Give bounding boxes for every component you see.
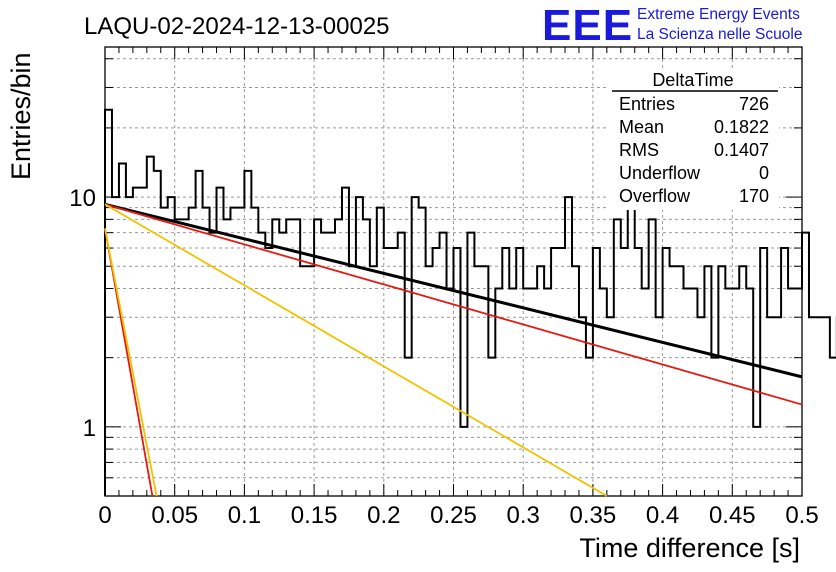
- x-tick-label: 0.2: [367, 502, 400, 529]
- x-axis-title: Time difference [s]: [579, 533, 800, 563]
- eee-logo-mark: EEE: [542, 1, 633, 50]
- y-tick-label: 10: [69, 185, 96, 212]
- stats-label-entries: Entries: [619, 94, 675, 114]
- stats-value-mean: 0.1822: [714, 117, 769, 137]
- x-tick-label: 0.25: [430, 502, 477, 529]
- fit-lines-layer: [104, 202, 803, 497]
- stats-label-underflow: Underflow: [619, 163, 701, 183]
- stats-value-underflow: 0: [759, 163, 769, 183]
- y-tick-labels: 1 10: [69, 185, 96, 442]
- grid-lines: [105, 47, 802, 496]
- stats-value-overflow: 170: [739, 186, 769, 206]
- stats-label-overflow: Overflow: [619, 186, 691, 206]
- fit-line-1: [104, 202, 803, 379]
- eee-logo: EEE Extreme Energy Events La Scienza nel…: [542, 1, 802, 50]
- x-tick-labels: 0 0.05 0.1 0.15 0.2 0.25 0.3 0.35 0.4 0.45 0.5: [98, 502, 818, 529]
- x-tick-label: 0.45: [709, 502, 756, 529]
- x-tick-label: 0.4: [646, 502, 679, 529]
- fit-line-3: [104, 203, 608, 497]
- y-tick-label: 1: [83, 415, 96, 442]
- x-tick-label: 0.15: [291, 502, 338, 529]
- logo-line-1: Extreme Energy Events: [637, 6, 800, 23]
- histogram-steps: [104, 108, 836, 496]
- stats-value-rms: 0.1407: [714, 140, 769, 160]
- stats-value-entries: 726: [739, 94, 769, 114]
- stats-label-mean: Mean: [619, 117, 664, 137]
- x-tick-label: 0: [98, 502, 111, 529]
- x-tick-label: 0.1: [228, 502, 261, 529]
- fit-line-5: [104, 228, 158, 497]
- fit-line-2: [104, 203, 803, 406]
- x-tick-label: 0.3: [507, 502, 540, 529]
- histogram-layer: [104, 108, 836, 496]
- stats-box-title: DeltaTime: [652, 70, 733, 90]
- x-tick-label: 0.35: [570, 502, 617, 529]
- logo-line-2: La Scienza nelle Scuole: [637, 26, 802, 43]
- chart-title: LAQU-02-2024-12-13-00025: [84, 13, 390, 40]
- stats-box-background: [609, 70, 779, 210]
- stats-label-rms: RMS: [619, 140, 659, 160]
- y-axis-title: Entries/bin: [6, 52, 36, 180]
- stats-box: DeltaTime Entries 726 Mean 0.1822 RMS 0.…: [609, 70, 779, 210]
- x-tick-label: 0.05: [151, 502, 198, 529]
- x-tick-label: 0.5: [785, 502, 818, 529]
